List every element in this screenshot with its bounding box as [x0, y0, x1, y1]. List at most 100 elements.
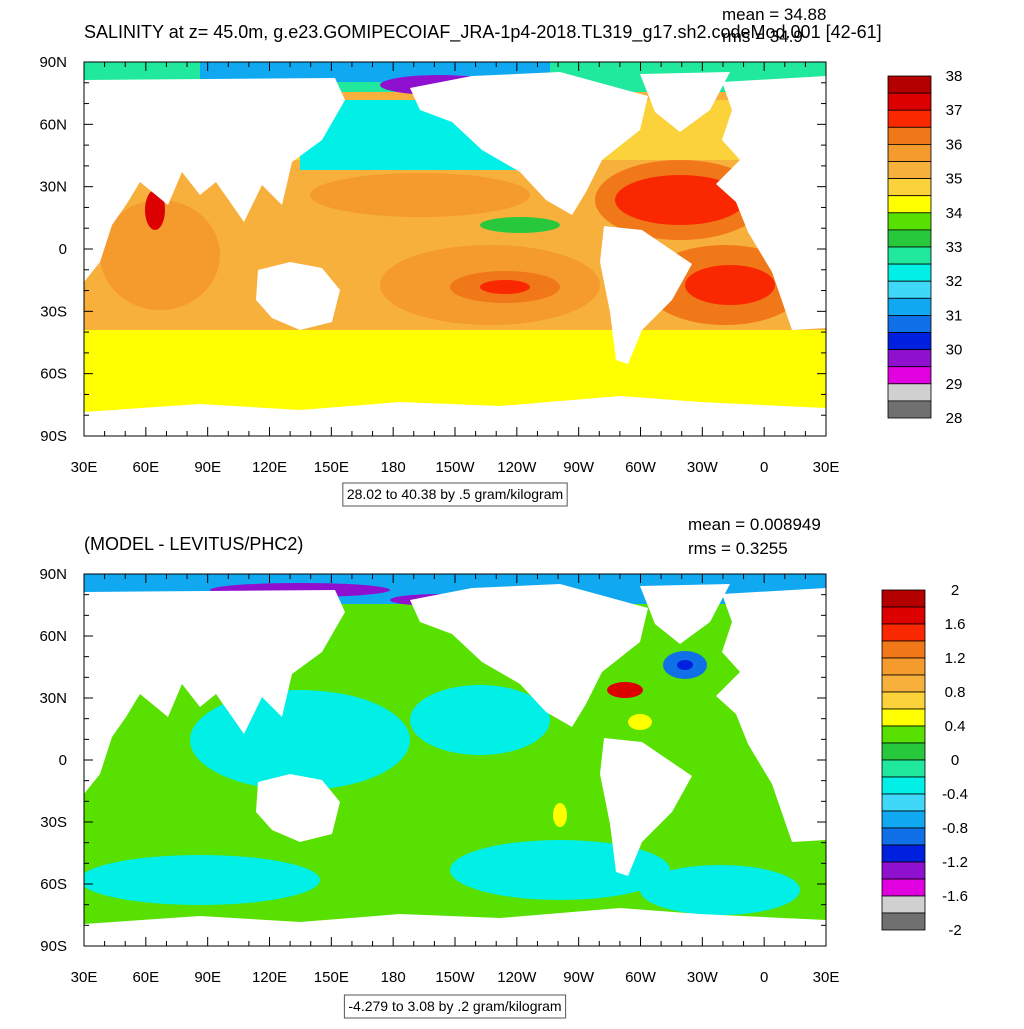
x-tick-label: 30E: [71, 459, 98, 476]
x-tick-label: 120W: [497, 459, 537, 476]
colorbar-box: [881, 793, 926, 812]
y-tick-label: 60N: [39, 116, 67, 133]
y-tick-label: 30N: [39, 179, 67, 196]
colorbar-box: [881, 691, 926, 710]
colorbar-box: [881, 878, 926, 897]
y-tick-label: 30S: [40, 303, 67, 320]
colorbar-label: -0.4: [942, 786, 968, 803]
colorbar-label: 38: [946, 68, 963, 85]
x-tick-label: 90E: [194, 969, 221, 986]
x-tick-label: 0: [760, 969, 768, 986]
x-tick-label: 150W: [435, 459, 475, 476]
y-tick-label: 60S: [40, 876, 67, 893]
x-tick-label: 30W: [687, 969, 719, 986]
x-tick-label: 30E: [813, 459, 840, 476]
colorbar-box: [881, 827, 926, 846]
colorbar-box: [881, 708, 926, 727]
y-tick-label: 0: [59, 241, 67, 258]
colorbar-label: -2: [948, 922, 961, 939]
colorbar-label: 31: [946, 307, 963, 324]
range-label: -4.279 to 3.08 by .2 gram/kilogram: [348, 998, 561, 1014]
x-tick-label: 30E: [813, 969, 840, 986]
x-tick-label: 180: [381, 969, 406, 986]
colorbar-box: [887, 126, 932, 145]
colorbar-box: [881, 759, 926, 778]
colorbar-box: [881, 776, 926, 795]
x-tick-label: 150E: [314, 459, 349, 476]
colorbar-label: 0: [951, 752, 959, 769]
colorbar-label: 37: [946, 102, 963, 119]
x-tick-label: 60W: [625, 459, 657, 476]
colorbar-label: 33: [946, 239, 963, 256]
x-tick-label: 90W: [563, 969, 595, 986]
x-tick-label: 150E: [314, 969, 349, 986]
colorbar-box: [887, 332, 932, 351]
colorbar-box: [887, 246, 932, 265]
colorbar-box: [887, 366, 932, 385]
x-tick-label: 60W: [625, 969, 657, 986]
colorbar-box: [881, 623, 926, 642]
x-tick-label: 30E: [71, 969, 98, 986]
colorbar-label: -1.6: [942, 888, 968, 905]
range-label: 28.02 to 40.38 by .5 gram/kilogram: [347, 486, 563, 502]
colorbar-label: 0.8: [945, 684, 966, 701]
colorbar-box: [887, 109, 932, 128]
colorbar-label: 35: [946, 171, 963, 188]
y-tick-label: 60S: [40, 366, 67, 383]
colorbar-box: [887, 263, 932, 282]
colorbar-label: 1.6: [945, 616, 966, 633]
x-tick-label: 120E: [252, 459, 287, 476]
colorbar-box: [881, 725, 926, 744]
colorbar-box: [887, 314, 932, 333]
x-tick-label: 150W: [435, 969, 475, 986]
rms-label: rms = 34.9: [722, 27, 803, 46]
x-tick-label: 60E: [132, 459, 159, 476]
colorbar-box: [887, 75, 932, 94]
colorbar-label: 1.2: [945, 650, 966, 667]
panel-title: (MODEL - LEVITUS/PHC2): [84, 534, 303, 554]
map-bottom: [84, 574, 826, 946]
colorbar-label: 36: [946, 136, 963, 153]
colorbar-label: 34: [946, 205, 963, 222]
x-tick-label: 0: [760, 459, 768, 476]
colorbar-box: [881, 674, 926, 693]
colorbar-box: [881, 912, 926, 931]
colorbar-box: [881, 844, 926, 863]
y-tick-label: 90S: [40, 428, 67, 445]
colorbar-box: [887, 297, 932, 316]
x-tick-label: 90E: [194, 459, 221, 476]
colorbar-box: [881, 895, 926, 914]
y-tick-label: 90S: [40, 938, 67, 955]
colorbar-box: [887, 195, 932, 214]
colorbar-box: [881, 861, 926, 880]
colorbar-box: [887, 161, 932, 180]
colorbar-label: 32: [946, 273, 963, 290]
mean-label: mean = 0.008949: [688, 515, 821, 534]
colorbar-box: [881, 657, 926, 676]
colorbar-box: [881, 640, 926, 659]
range-box: [342, 482, 568, 507]
x-tick-label: 60E: [132, 969, 159, 986]
y-tick-label: 0: [59, 752, 67, 769]
y-tick-label: 90N: [39, 54, 67, 71]
colorbar-box: [881, 606, 926, 625]
y-tick-label: 60N: [39, 628, 67, 645]
rms-label: rms = 0.3255: [688, 539, 788, 558]
x-tick-label: 180: [381, 459, 406, 476]
colorbar-label: 29: [946, 376, 963, 393]
colorbar-box: [881, 810, 926, 829]
panel-title: SALINITY at z= 45.0m, g.e23.GOMIPECOIAF_…: [84, 22, 882, 43]
colorbar-label: 2: [951, 582, 959, 599]
colorbar-box: [887, 349, 932, 368]
x-tick-label: 120E: [252, 969, 287, 986]
colorbar-label: 30: [946, 342, 963, 359]
y-tick-label: 90N: [39, 566, 67, 583]
x-tick-label: 90W: [563, 459, 595, 476]
y-tick-label: 30S: [40, 814, 67, 831]
colorbar-box: [887, 383, 932, 402]
colorbar-label: -1.2: [942, 854, 968, 871]
x-tick-label: 30W: [687, 459, 719, 476]
colorbar-box: [887, 178, 932, 197]
colorbar-box: [887, 400, 932, 419]
